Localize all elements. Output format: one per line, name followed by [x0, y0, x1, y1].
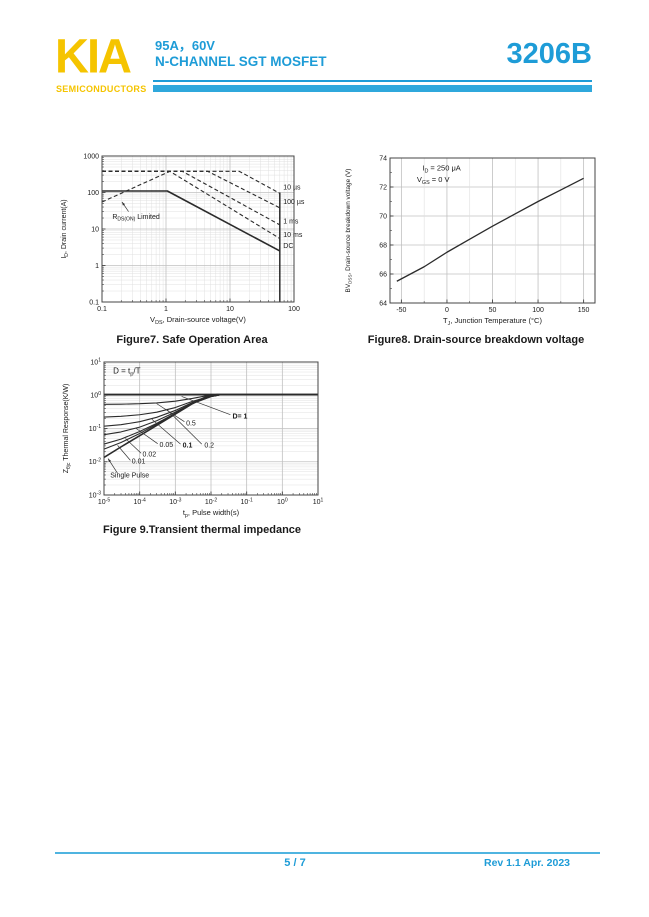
kia-logo: KIA [55, 28, 132, 83]
svg-text:100: 100 [277, 497, 288, 506]
svg-text:D = tp/T: D = tp/T [113, 367, 141, 378]
svg-text:10-2: 10-2 [89, 457, 101, 466]
svg-text:100: 100 [87, 190, 99, 197]
svg-text:0.01: 0.01 [132, 458, 146, 465]
revision-info: Rev 1.1 Apr. 2023 [484, 857, 570, 869]
header-accent-bar [153, 85, 592, 92]
svg-text:0.1: 0.1 [97, 306, 107, 313]
figure8-breakdown-voltage: -50 0 50 100 150 64 66 68 70 72 74 TJ, Junction Tem… [340, 146, 612, 346]
svg-text:1: 1 [95, 263, 99, 270]
svg-text:Zθjc Thermal Response(K/W): Zθjc Thermal Response(K/W) [63, 384, 72, 474]
svg-text:Single Pulse: Single Pulse [110, 472, 149, 479]
svg-text:10-3: 10-3 [89, 491, 101, 500]
svg-text:10-1: 10-1 [241, 497, 253, 506]
svg-text:72: 72 [379, 184, 387, 191]
svg-text:TJ, Junction Temperature (°C): TJ, Junction Temperature (°C) [443, 316, 542, 327]
figure7-soa: 0.1 1 10 100 0.1 1 10 100 1000 VDS, Drain-source … [56, 146, 328, 346]
figure7-caption: Figure7. Safe Operation Area [116, 334, 268, 346]
svg-text:0: 0 [445, 307, 449, 314]
svg-text:10-1: 10-1 [89, 424, 101, 433]
svg-text:10: 10 [226, 306, 234, 313]
part-number: 3206B [506, 38, 592, 70]
figure9-caption: Figure 9.Transient thermal impedance [102, 524, 302, 536]
svg-text:0.1: 0.1 [183, 442, 193, 449]
thermal-chart-svg: 10-5 10-4 10-3 10-2 10-1 100 101 10-3 10-2 10-1 10… [63, 358, 324, 519]
svg-text:10: 10 [91, 226, 99, 233]
svg-text:74: 74 [379, 155, 387, 162]
header-thin-rule [153, 80, 592, 82]
svg-text:50: 50 [489, 307, 497, 314]
svg-text:10-4: 10-4 [134, 497, 146, 506]
svg-text:101: 101 [313, 497, 324, 506]
svg-text:1: 1 [164, 306, 168, 313]
svg-text:10-3: 10-3 [169, 497, 181, 506]
svg-text:-50: -50 [396, 307, 406, 314]
svg-text:0.5: 0.5 [186, 420, 196, 427]
device-type: N-CHANNEL SGT MOSFET [155, 54, 327, 69]
svg-text:1000: 1000 [83, 153, 99, 160]
svg-text:100: 100 [288, 306, 300, 313]
svg-text:70: 70 [379, 213, 387, 220]
svg-text:ID = 250 μA: ID = 250 μA [422, 163, 460, 174]
soa-chart-svg: 0.1 1 10 100 0.1 1 10 100 1000 VDS, Drain-source … [61, 153, 305, 326]
svg-text:10-2: 10-2 [205, 497, 217, 506]
svg-text:0.02: 0.02 [142, 451, 156, 458]
svg-text:DC: DC [283, 243, 293, 250]
svg-text:0.05: 0.05 [160, 442, 174, 449]
svg-text:150: 150 [578, 307, 590, 314]
svg-text:D= 1: D= 1 [232, 413, 247, 420]
kia-logo-subtext: SEMICONDUCTORS [56, 84, 147, 94]
svg-text:VGS = 0 V: VGS = 0 V [417, 175, 450, 186]
svg-text:10-5: 10-5 [98, 497, 110, 506]
svg-text:RDS(ON) Limited: RDS(ON) Limited [112, 214, 160, 223]
figure8-caption: Figure8. Drain-source breakdown voltage [367, 334, 585, 346]
svg-text:tp, Pulse width(s): tp, Pulse width(s) [183, 508, 240, 519]
breakdown-chart-svg: -50 0 50 100 150 64 66 68 70 72 74 TJ, Junction Tem… [345, 155, 596, 327]
svg-text:10 µs: 10 µs [283, 185, 301, 192]
svg-text:100 µs: 100 µs [283, 199, 305, 206]
svg-text:64: 64 [379, 300, 387, 307]
svg-text:10 ms: 10 ms [283, 232, 303, 239]
svg-text:0.2: 0.2 [204, 442, 214, 449]
svg-text:BVDSS, Drain-source breakdown: BVDSS, Drain-source breakdown voltage (V… [345, 169, 353, 293]
svg-text:1 ms: 1 ms [283, 219, 299, 226]
svg-text:100: 100 [90, 391, 101, 400]
svg-text:0.1: 0.1 [89, 299, 99, 306]
svg-text:VDS, Drain-source voltage(V): VDS, Drain-source voltage(V) [150, 315, 246, 326]
svg-text:100: 100 [532, 307, 544, 314]
page-number: 5 / 7 [284, 857, 306, 869]
svg-text:68: 68 [379, 242, 387, 249]
svg-text:101: 101 [90, 358, 101, 367]
svg-text:66: 66 [379, 271, 387, 278]
device-rating: 95A，60V [155, 38, 215, 53]
svg-text:ID, Drain current(A): ID, Drain current(A) [61, 199, 70, 258]
footer-rule [55, 852, 600, 854]
figure9-thermal-impedance: 10-5 10-4 10-3 10-2 10-1 100 101 10-3 10-2 10-1 10… [58, 352, 346, 536]
